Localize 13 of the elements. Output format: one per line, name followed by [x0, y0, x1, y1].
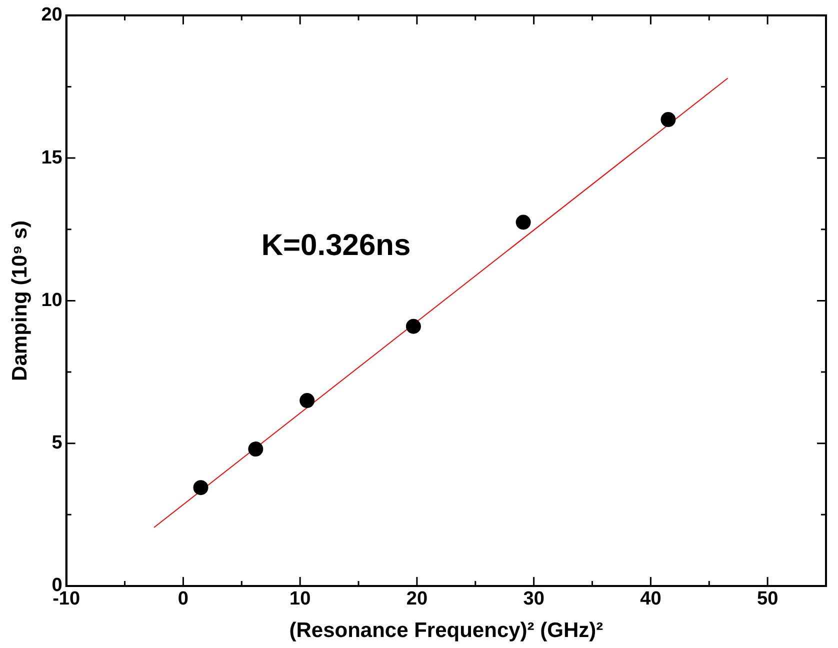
x-tick-label: 10: [290, 588, 311, 610]
x-tick-label: 0: [178, 588, 188, 610]
y-tick-label: 5: [52, 432, 63, 454]
y-tick-label: 10: [41, 290, 62, 311]
y-tick-label: 20: [41, 4, 62, 26]
annotation: K=0.326ns: [261, 228, 411, 262]
x-tick-label: 20: [406, 588, 428, 610]
x-tick-label: 50: [756, 588, 778, 610]
y-tick-label: 15: [41, 147, 63, 168]
x-tick-label: 30: [523, 588, 544, 610]
y-axis-title: Damping (10⁹ s): [8, 220, 32, 381]
x-axis-title: (Resonance Frequency)² (GHz)²: [289, 619, 604, 642]
x-tick-label: 40: [640, 588, 662, 610]
